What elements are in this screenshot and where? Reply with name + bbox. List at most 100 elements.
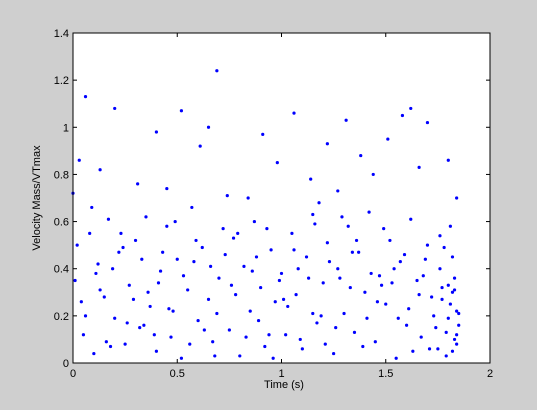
point: [104, 340, 108, 344]
point: [446, 316, 450, 320]
point: [450, 290, 455, 294]
point: [307, 276, 311, 280]
point: [171, 309, 175, 313]
point: [140, 257, 144, 261]
point: [256, 318, 261, 323]
point: [352, 330, 357, 334]
point: [144, 215, 148, 219]
point: [315, 321, 319, 325]
point: [146, 290, 150, 294]
point: [417, 293, 421, 297]
point: [181, 274, 186, 278]
point: [421, 274, 425, 278]
point: [388, 238, 392, 243]
point: [450, 349, 455, 353]
point: [411, 349, 415, 353]
point: [273, 300, 277, 304]
y-tick-label: 1: [63, 122, 69, 134]
point: [440, 297, 444, 301]
point: [452, 288, 457, 292]
point: [113, 106, 117, 111]
point: [165, 186, 169, 191]
point: [175, 257, 179, 261]
point: [161, 250, 165, 254]
point: [321, 281, 325, 285]
point: [402, 252, 407, 257]
y-tick-label: 0.8: [54, 169, 69, 181]
point: [427, 347, 432, 351]
y-tick-label: 0.4: [54, 264, 69, 276]
point: [77, 158, 81, 162]
point: [332, 351, 336, 356]
point: [131, 297, 136, 301]
point: [304, 255, 309, 259]
point: [292, 248, 296, 252]
point: [229, 283, 234, 287]
point: [198, 144, 202, 148]
point: [419, 335, 423, 339]
point: [194, 238, 198, 243]
point: [365, 316, 369, 320]
point: [88, 231, 92, 235]
point: [409, 106, 413, 111]
point: [125, 321, 129, 325]
point: [156, 281, 161, 285]
point: [342, 311, 346, 316]
y-axis-label: Velocity Mass/VTmax: [31, 145, 43, 251]
point: [423, 257, 427, 261]
point: [206, 297, 211, 301]
y-tick-label: 0: [63, 358, 69, 370]
point: [133, 238, 138, 243]
point: [436, 347, 440, 351]
point: [136, 182, 140, 186]
point: [457, 323, 461, 327]
point: [179, 356, 184, 360]
point: [446, 158, 450, 162]
point: [98, 288, 102, 292]
point: [217, 276, 221, 280]
point: [154, 349, 158, 353]
point: [225, 194, 229, 198]
point: [284, 333, 288, 337]
point: [452, 276, 457, 280]
point: [452, 337, 457, 342]
point: [248, 309, 252, 313]
point: [294, 293, 298, 297]
point: [200, 245, 204, 250]
point: [455, 333, 459, 337]
point: [236, 231, 240, 235]
point: [188, 342, 192, 346]
point: [367, 210, 371, 214]
point: [432, 314, 436, 318]
point: [259, 285, 263, 290]
point: [409, 217, 413, 221]
point: [252, 219, 256, 224]
point: [361, 344, 365, 349]
point: [457, 311, 461, 316]
point: [363, 290, 367, 294]
point: [392, 267, 396, 271]
point: [455, 342, 459, 346]
x-axis-label: Time (s): [264, 379, 304, 391]
x-tick-label: 0.5: [170, 368, 185, 380]
point: [79, 300, 83, 304]
point: [344, 118, 348, 122]
point: [434, 326, 438, 330]
point: [121, 245, 125, 250]
point: [96, 262, 100, 266]
point: [455, 309, 459, 313]
point: [106, 217, 111, 221]
point: [202, 328, 206, 332]
point: [221, 227, 225, 231]
point: [325, 241, 329, 245]
point: [138, 326, 142, 330]
point: [417, 165, 421, 169]
point: [338, 276, 342, 280]
point: [83, 95, 88, 99]
point: [186, 288, 190, 292]
point: [448, 224, 452, 228]
point: [313, 222, 317, 226]
point: [398, 260, 402, 264]
